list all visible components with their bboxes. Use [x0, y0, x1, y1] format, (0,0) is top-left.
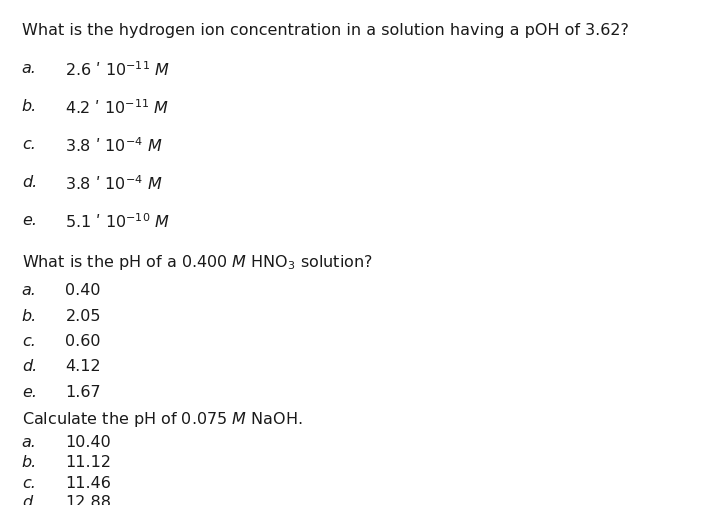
Text: 1.67: 1.67 [65, 384, 101, 399]
Text: What is the hydrogen ion concentration in a solution having a pOH of 3.62?: What is the hydrogen ion concentration i… [22, 23, 629, 38]
Text: 2.6 ʹ 10$^{-11}$ $\mathit{M}$: 2.6 ʹ 10$^{-11}$ $\mathit{M}$ [65, 61, 171, 79]
Text: a.: a. [22, 434, 36, 449]
Text: 3.8 ʹ 10$^{-4}$ $\mathit{M}$: 3.8 ʹ 10$^{-4}$ $\mathit{M}$ [65, 136, 163, 155]
Text: 0.40: 0.40 [65, 283, 101, 298]
Text: What is the pH of a 0.400 $\mathit{M}$ HNO$_{3}$ solution?: What is the pH of a 0.400 $\mathit{M}$ H… [22, 252, 373, 272]
Text: e.: e. [22, 384, 37, 399]
Text: c.: c. [22, 475, 36, 490]
Text: Calculate the pH of 0.075 $\mathit{M}$ NaOH.: Calculate the pH of 0.075 $\mathit{M}$ N… [22, 409, 302, 428]
Text: 0.60: 0.60 [65, 333, 101, 348]
Text: d.: d. [22, 494, 37, 505]
Text: d.: d. [22, 359, 37, 374]
Text: 11.46: 11.46 [65, 475, 111, 490]
Text: d.: d. [22, 174, 37, 189]
Text: 4.2 ʹ 10$^{-11}$ $\mathit{M}$: 4.2 ʹ 10$^{-11}$ $\mathit{M}$ [65, 98, 169, 117]
Text: a.: a. [22, 61, 36, 76]
Text: 11.12: 11.12 [65, 454, 111, 470]
Text: 2.05: 2.05 [65, 308, 101, 323]
Text: 4.12: 4.12 [65, 359, 101, 374]
Text: 5.1 ʹ 10$^{-10}$ $\mathit{M}$: 5.1 ʹ 10$^{-10}$ $\mathit{M}$ [65, 212, 171, 231]
Text: b.: b. [22, 454, 37, 470]
Text: a.: a. [22, 283, 36, 298]
Text: 3.8 ʹ 10$^{-4}$ $\mathit{M}$: 3.8 ʹ 10$^{-4}$ $\mathit{M}$ [65, 174, 163, 193]
Text: 12.88: 12.88 [65, 494, 111, 505]
Text: c.: c. [22, 136, 36, 152]
Text: b.: b. [22, 308, 37, 323]
Text: b.: b. [22, 98, 37, 114]
Text: e.: e. [22, 212, 37, 227]
Text: 10.40: 10.40 [65, 434, 111, 449]
Text: c.: c. [22, 333, 36, 348]
